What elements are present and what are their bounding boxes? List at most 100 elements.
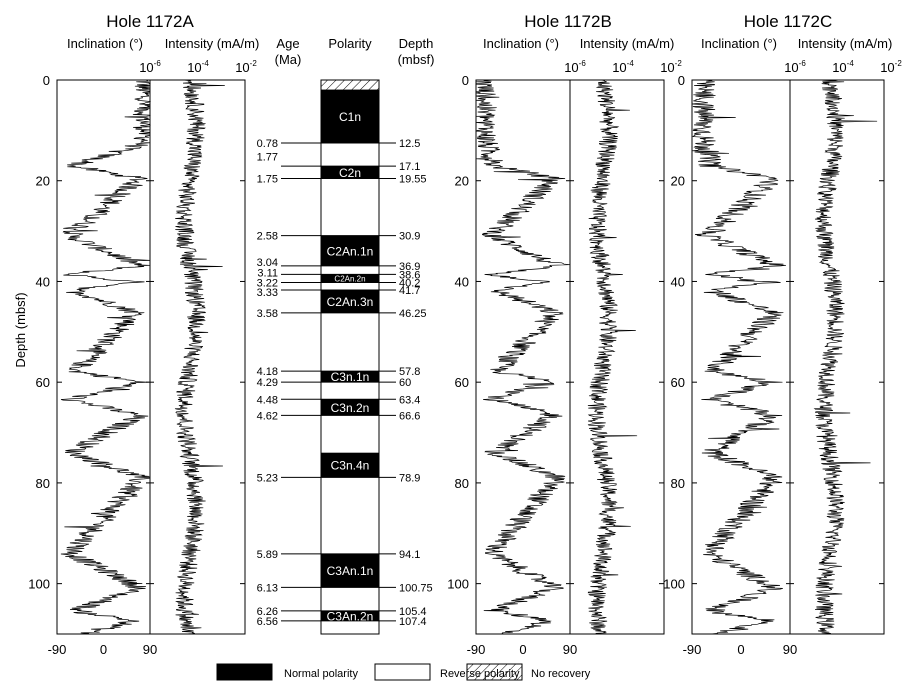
- depth-tick-label: 20: [455, 174, 469, 189]
- inclination-label-1172c: Inclination (°): [701, 36, 777, 51]
- no-recovery-interval: [320, 79, 380, 91]
- boundary-depth-label: 60: [399, 377, 411, 389]
- normal-chron-C3n.2n: [321, 399, 379, 416]
- intensity-tick-exp: -4: [202, 59, 210, 68]
- intensity-label-1172a: Intensity (mA/m): [165, 36, 260, 51]
- normal-chron-C3An.2n: [321, 610, 379, 621]
- boundary-depth-label: 41.7: [399, 285, 420, 297]
- boundary-age-label: 4.48: [257, 394, 278, 406]
- intensity-tick-base: 10: [235, 60, 249, 75]
- inclination-label-1172b: Inclination (°): [483, 36, 559, 51]
- inclination-tick-label: 0: [100, 642, 107, 657]
- legend-swatch-reverse: [374, 663, 431, 681]
- svg-text:10-6: 10-6: [784, 59, 806, 75]
- inclination-tick-label: 90: [143, 642, 157, 657]
- boundary-age-label: 3.11: [257, 267, 278, 279]
- inclination-tick-label: -90: [683, 642, 702, 657]
- depth-tick-label: 60: [671, 375, 685, 390]
- depth-tick-label: 80: [671, 476, 685, 491]
- depth-tick-label: 80: [455, 476, 469, 491]
- depth-tick-label: 40: [671, 274, 685, 289]
- boundary-depth-label: 57.8: [399, 366, 420, 378]
- inclination-trace-1172B: [475, 79, 571, 635]
- boundary-depth-label: 107.4: [399, 616, 427, 628]
- boundary-age-label: 3.33: [257, 287, 278, 299]
- intensity-tick-exp: -6: [154, 59, 162, 68]
- boundary-age-label: 6.13: [257, 582, 278, 594]
- inclination-tick-label: 0: [519, 642, 526, 657]
- depth-tick-label: 40: [455, 274, 469, 289]
- depth-tick-label: 60: [36, 375, 50, 390]
- inclination-tick-label: -90: [467, 642, 486, 657]
- svg-text:10-6: 10-6: [139, 59, 161, 75]
- boundary-age-label: 1.75: [257, 173, 278, 185]
- depth-unit: (mbsf): [398, 52, 435, 67]
- depth-header: Depth: [399, 36, 434, 51]
- depth-tick-label: 20: [36, 174, 50, 189]
- plot-frame-hole-1172a: [56, 79, 246, 635]
- chron-label: C3n.2n: [331, 401, 370, 415]
- chron-label: C1n: [339, 110, 361, 124]
- boundary-depth-label: 46.25: [399, 308, 427, 320]
- intensity-tick-base: 10: [612, 60, 626, 75]
- chron-label: C3An.2n: [327, 609, 374, 623]
- boundary-depth-label: 105.4: [399, 606, 427, 618]
- intensity-tick-base: 10: [784, 60, 798, 75]
- plot-frame-hole-1172c: [691, 79, 885, 635]
- intensity-tick-base: 10: [880, 60, 894, 75]
- boundary-age-label: 4.29: [257, 377, 278, 389]
- intensity-trace-1172C: [813, 79, 878, 635]
- intensity-tick-base: 10: [564, 60, 578, 75]
- intensity-tick-base: 10: [832, 60, 846, 75]
- depth-tick-label: 40: [36, 274, 50, 289]
- boundary-depth-label: 94.1: [399, 549, 420, 561]
- data-traces: [60, 79, 878, 635]
- intensity-tick-base: 10: [660, 60, 674, 75]
- intensity-tick-exp: -2: [250, 59, 258, 68]
- intensity-ticks-1172c: 10-6 10-4 10-2: [784, 59, 902, 75]
- inclination-trace-1172A: [60, 79, 152, 635]
- boundary-age-label: 5.89: [257, 549, 278, 561]
- chron-label: C2n: [339, 166, 361, 180]
- polarity-column: C1n C2n C2An.1n C2An.2n C2An.3n C3n.1n C3n.2n C…: [257, 79, 433, 635]
- depth-ticks: 0 20 40 60 80 100 0 20 40 60 80 100 0 20 40 60 80 100: [28, 73, 884, 592]
- boundary-depth-label: 12.5: [399, 138, 420, 150]
- normal-chron-C3An.1n: [321, 553, 379, 588]
- intensity-tick-base: 10: [139, 60, 153, 75]
- boundary-depth-label: 78.9: [399, 472, 420, 484]
- intensity-tick-exp: -2: [675, 59, 683, 68]
- boundary-depth-label: 36.9: [399, 261, 420, 273]
- normal-chron-C2An.2n: [321, 274, 379, 283]
- chron-label: C3An.1n: [327, 564, 374, 578]
- boundary-depth-label: 40.2: [399, 277, 420, 289]
- normal-chron-C3n.1n: [321, 371, 379, 383]
- intensity-tick-exp: -6: [799, 59, 807, 68]
- boundary-age-label: 0.78: [257, 138, 278, 150]
- inclination-trace-1172C: [691, 79, 787, 635]
- boundary-depth-label: 63.4: [399, 394, 420, 406]
- polarity-header: Polarity: [328, 36, 372, 51]
- intensity-tick-base: 10: [187, 60, 201, 75]
- legend-swatch-normal: [216, 663, 273, 681]
- depth-tick-label: 60: [455, 375, 469, 390]
- chron-label: C3n.4n: [331, 459, 370, 473]
- depth-tick-label: 100: [447, 577, 469, 592]
- depth-tick-label: 80: [36, 476, 50, 491]
- boundary-depth-label: 38.6: [399, 269, 420, 281]
- age-header: Age: [276, 36, 299, 51]
- boundary-age-label: 3.04: [257, 257, 278, 269]
- inclination-ticks: -90 0 90 -90 0 90 -90 0 90: [48, 642, 798, 657]
- depth-tick-label: 20: [671, 174, 685, 189]
- svg-text:10-2: 10-2: [880, 59, 902, 75]
- intensity-tick-exp: -6: [579, 59, 587, 68]
- normal-chron-C1n: [321, 90, 379, 143]
- legend-label-no-recovery: No recovery: [531, 668, 591, 680]
- intensity-trace-1172A: [174, 79, 225, 635]
- normal-chron-C2An.1n: [321, 235, 379, 266]
- boundary-age-label: 6.56: [257, 616, 278, 628]
- inclination-tick-label: 90: [783, 642, 797, 657]
- depth-tick-label: 0: [462, 73, 469, 88]
- panel-title-1172a: Hole 1172A: [106, 12, 194, 31]
- boundary-depth-label: 66.6: [399, 410, 420, 422]
- intensity-tick-exp: -4: [847, 59, 855, 68]
